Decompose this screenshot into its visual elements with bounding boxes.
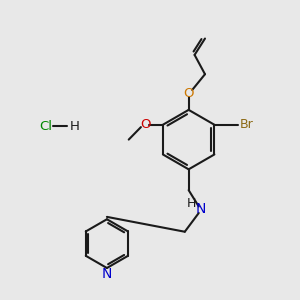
Text: Cl: Cl — [40, 120, 52, 133]
Text: H: H — [187, 197, 196, 210]
Text: Br: Br — [240, 118, 254, 131]
Text: H: H — [69, 120, 79, 133]
Text: N: N — [196, 202, 206, 216]
Text: N: N — [102, 267, 112, 281]
Text: O: O — [140, 118, 150, 131]
Text: O: O — [183, 87, 194, 100]
